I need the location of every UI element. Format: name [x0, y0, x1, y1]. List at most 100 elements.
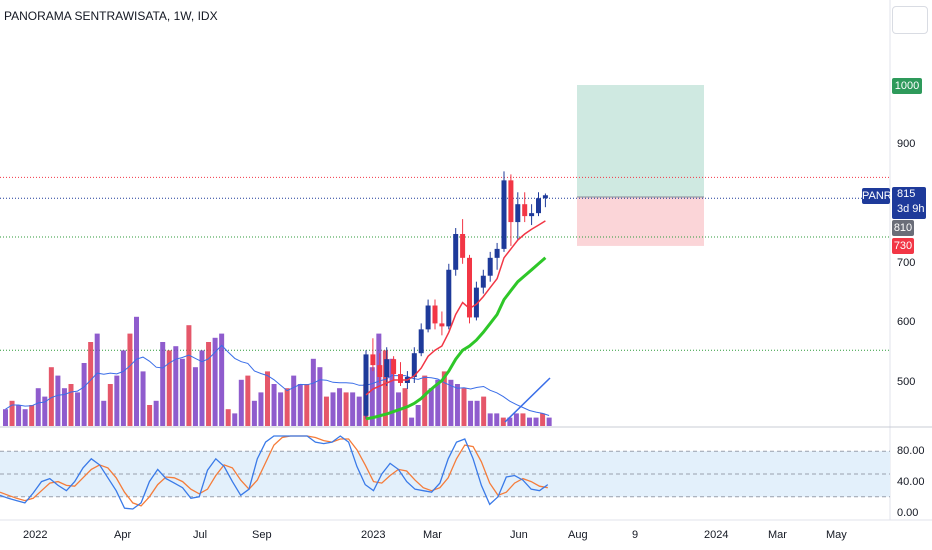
stoch-k-line — [0, 435, 549, 510]
volume-bar — [107, 384, 113, 426]
volume-bar — [520, 413, 526, 426]
candle-body — [391, 359, 397, 375]
candle-body — [467, 257, 472, 318]
volume-bar — [166, 350, 172, 426]
volume-bar — [507, 417, 513, 426]
candle-body — [432, 305, 438, 324]
volume-bar — [513, 413, 519, 426]
volume-bar — [350, 392, 356, 426]
volume-bar — [494, 413, 500, 426]
time-label-2023: 2023 — [361, 529, 386, 541]
volume-bar — [140, 371, 146, 426]
candle-body — [446, 269, 452, 327]
volume-bar — [454, 384, 460, 426]
volume-bar — [16, 405, 22, 426]
volume-bar — [533, 417, 539, 426]
candle-body — [453, 234, 459, 270]
volume-bar — [173, 346, 179, 426]
time-label-jun: Jun — [510, 529, 528, 541]
candle-body — [515, 204, 521, 223]
volume-bar — [245, 375, 251, 426]
volume-bar — [310, 358, 316, 426]
volume-bar — [382, 350, 388, 426]
volume-bar — [48, 367, 54, 426]
volume-bar — [251, 400, 257, 426]
candle-body — [460, 234, 466, 258]
volume-bar — [330, 392, 336, 426]
volume-bar — [369, 367, 375, 426]
volume-bar — [206, 342, 212, 426]
candle-body — [508, 180, 514, 223]
time-label-9: 9 — [632, 529, 639, 541]
volume-bar — [435, 379, 441, 426]
time-label-mar-2024: Mar — [768, 529, 787, 541]
stop-zone — [577, 197, 704, 246]
candle-body — [398, 374, 403, 383]
volume-bar — [75, 392, 81, 426]
stoch-tick-80: 80.00 — [897, 445, 925, 457]
volume-bar — [160, 342, 166, 426]
price-tick-900: 900 — [897, 138, 916, 150]
volume-bar — [258, 392, 264, 426]
volume-bar — [500, 417, 506, 426]
chart-title: PANORAMA SENTRAWISATA, 1W, IDX — [4, 9, 218, 23]
price-tick-600: 600 — [897, 316, 916, 328]
chart-menu-button[interactable] — [892, 6, 928, 34]
volume-bar — [317, 367, 323, 426]
stop-price-badge: 730 — [892, 238, 914, 254]
volume-bar — [134, 316, 139, 426]
candle-body — [522, 204, 528, 217]
volume-bar — [61, 388, 67, 426]
volume-bar — [219, 333, 225, 426]
volume-bar — [68, 384, 74, 426]
volume-bar — [278, 392, 284, 426]
volume-bar — [304, 384, 310, 426]
price-tick-700: 700 — [897, 257, 916, 269]
volume-bar — [428, 388, 434, 426]
target-price-badge: 1000 — [892, 78, 922, 94]
time-label-aug: Aug — [568, 529, 588, 541]
volume-bar — [9, 400, 15, 426]
volume-bar — [343, 392, 349, 426]
candle-body — [542, 195, 548, 199]
volume-bar — [186, 325, 192, 426]
volume-bar — [337, 388, 343, 426]
volume-bar — [238, 379, 244, 426]
candle-body — [501, 180, 507, 249]
volume-bar — [422, 375, 428, 426]
candle-body — [370, 354, 376, 366]
ema-fast-line — [365, 220, 546, 396]
ema-slow-line — [365, 256, 547, 421]
symbol-badge: PANR — [862, 188, 892, 204]
volume-bar — [409, 417, 415, 426]
candle-body — [487, 257, 493, 276]
candle-body — [418, 329, 424, 354]
volume-bar — [487, 413, 493, 426]
last-price-badge: 815 3d 9h — [892, 187, 926, 219]
time-label-mar: Mar — [423, 529, 442, 541]
volume-bar — [481, 396, 487, 426]
candle-body — [363, 354, 369, 416]
volume-bar — [114, 375, 120, 426]
stoch-tick-40: 40.00 — [897, 476, 925, 488]
volume-ma-line — [5, 344, 550, 416]
volume-bar — [389, 358, 395, 426]
volume-bar — [147, 405, 153, 426]
volume-bar — [284, 388, 290, 426]
stoch-d-line — [0, 435, 548, 507]
volume-bar — [376, 333, 382, 426]
candle-body — [473, 287, 479, 318]
volume-bar — [179, 358, 185, 426]
volume-bar — [356, 396, 362, 426]
volume-bar — [265, 371, 270, 426]
prev-close-badge: 810 — [892, 220, 914, 236]
volume-trend-line — [504, 377, 551, 423]
time-label-2024: 2024 — [704, 529, 729, 541]
target-zone — [577, 85, 704, 198]
volume-bar — [415, 405, 421, 426]
volume-bar — [94, 333, 100, 426]
volume-bar — [291, 375, 297, 426]
volume-bar — [192, 367, 198, 426]
volume-bar — [474, 400, 480, 426]
